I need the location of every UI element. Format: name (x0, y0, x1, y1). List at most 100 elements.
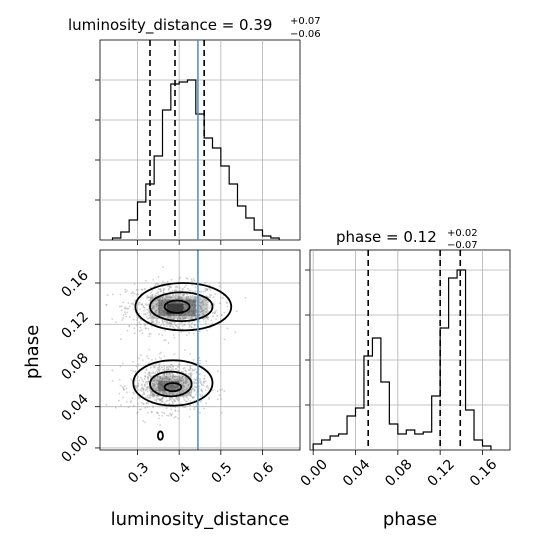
hist2-xlabel: phase (383, 509, 437, 530)
scatter-point (177, 369, 179, 372)
scatter-point (147, 397, 150, 400)
scatter-point (184, 400, 187, 403)
scatter-point (169, 378, 172, 381)
scatter-point (169, 366, 171, 368)
scatter-point (170, 408, 173, 411)
scatter-point (147, 377, 149, 379)
scatter-point (194, 386, 197, 388)
scatter-point (211, 389, 214, 392)
scatter-point (115, 321, 117, 324)
scatter-point (156, 412, 159, 415)
scatter-point (159, 302, 161, 305)
scatter-point (221, 297, 224, 299)
scatter-point (138, 397, 140, 400)
scatter-point (153, 305, 156, 307)
scatter-point (161, 297, 164, 299)
scatter-point (160, 304, 163, 307)
scatter-point (158, 376, 161, 379)
scatter-point (199, 393, 201, 396)
scatter-point (158, 299, 161, 301)
scatter-point (154, 372, 157, 374)
scatter-point (136, 316, 139, 319)
scatter-point (205, 386, 208, 388)
scatter-point (130, 292, 133, 295)
scatter-point (136, 324, 138, 326)
scatter-point (190, 278, 193, 281)
scatter-point (187, 312, 190, 315)
scatter-point (157, 275, 160, 278)
scatter-point (147, 328, 150, 330)
scatter-point (180, 322, 182, 325)
scatter-point (178, 314, 181, 316)
scatter-point (157, 293, 160, 296)
scatter-point (157, 298, 159, 301)
scatter-point (177, 297, 180, 300)
scatter-point (167, 368, 170, 370)
scatter-point (171, 377, 174, 379)
scatter-point (168, 322, 171, 324)
scatter-point (206, 384, 209, 387)
scatter-point (146, 406, 149, 408)
hist2-title-upper: +0.02 (447, 228, 478, 239)
scatter-point (127, 307, 130, 310)
scatter-point (206, 288, 209, 291)
scatter-point (133, 392, 136, 395)
scatter-point (179, 392, 182, 395)
scatter-point (145, 402, 148, 405)
scatter-point (189, 393, 192, 396)
scatter-point (170, 414, 173, 417)
scatter-point (165, 375, 167, 378)
scatter-point (152, 305, 155, 308)
scatter-point (168, 378, 171, 381)
scatter-point (201, 390, 204, 393)
scatter-point (183, 367, 186, 369)
scatter-point (190, 391, 193, 393)
scatter-point (161, 334, 164, 337)
scatter-point (155, 309, 158, 312)
scatter-point (134, 385, 137, 388)
scatter-point (183, 389, 186, 391)
scatter-point (185, 394, 188, 397)
scatter-point (158, 379, 161, 382)
scatter-point (144, 288, 147, 290)
scatter-point (217, 390, 219, 393)
scatter-point (191, 312, 194, 315)
scatter-point (192, 396, 195, 399)
scatter-point (171, 296, 174, 298)
scatter-point (169, 295, 172, 298)
hist1-title: luminosity_distance = 0.39 (68, 16, 272, 35)
scatter-point (160, 357, 163, 360)
scatter-point (161, 280, 164, 283)
scatter-point (204, 322, 207, 325)
scatter-point (179, 295, 181, 297)
scatter-point (144, 389, 147, 391)
scatter-point (172, 314, 175, 317)
scatter-point (147, 380, 150, 383)
scatter-point (151, 372, 153, 375)
scatter-point (150, 296, 153, 299)
scatter-point (200, 310, 203, 313)
scatter-point (106, 294, 109, 297)
scatter-point (190, 315, 193, 318)
scatter-point (174, 375, 177, 378)
scatter-point (173, 416, 176, 419)
scatter-point (169, 379, 171, 382)
scatter-point (155, 380, 158, 382)
scatter-point (144, 323, 147, 326)
scatter-point (112, 293, 114, 296)
scatter-point (206, 289, 209, 292)
scatter-point (170, 363, 173, 366)
scatter-point (147, 373, 150, 376)
scatter-point (148, 371, 151, 374)
scatter-point (171, 397, 174, 400)
scatter-point (178, 314, 181, 316)
scatter-point (155, 312, 158, 315)
scatter-point (182, 391, 185, 393)
scatter-point (170, 315, 172, 317)
scatter-point (185, 396, 188, 398)
scatter-point (193, 385, 196, 388)
scatter-point (166, 399, 169, 402)
scatter-point (137, 389, 140, 391)
scatter-point (200, 389, 203, 391)
scatter-point (142, 403, 145, 405)
